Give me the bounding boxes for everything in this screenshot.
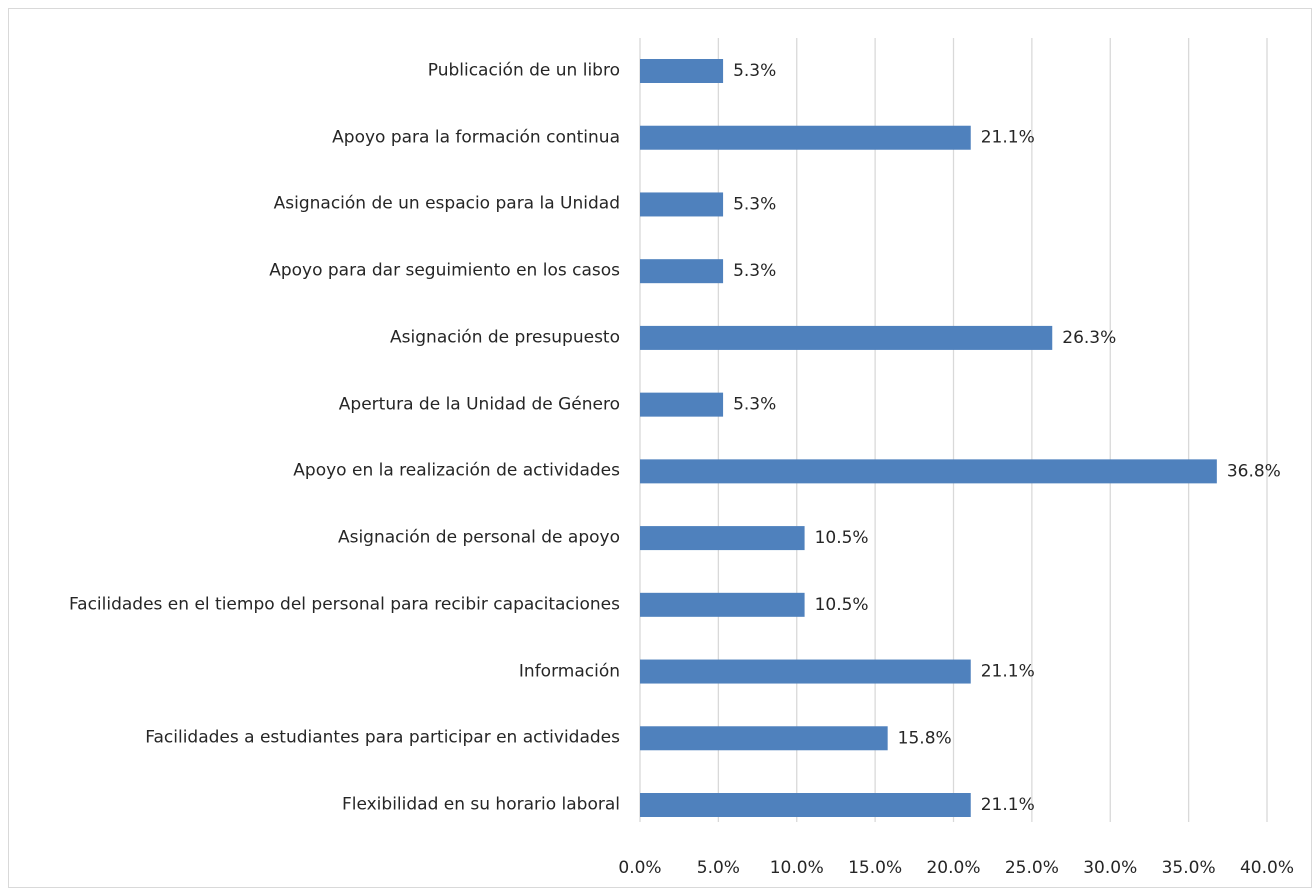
y-tick-label: Facilidades a estudiantes para participa… xyxy=(145,727,620,748)
bar xyxy=(640,392,724,417)
data-label: 10.5% xyxy=(815,595,869,615)
y-tick-label: Apoyo para dar seguimiento en los casos xyxy=(269,260,620,281)
bar xyxy=(640,659,971,684)
x-tick-label: 5.0% xyxy=(697,858,740,878)
x-tick-label: 20.0% xyxy=(926,858,980,878)
data-label: 21.1% xyxy=(981,662,1035,682)
data-label: 10.5% xyxy=(815,528,869,548)
data-label: 36.8% xyxy=(1227,461,1281,481)
bar xyxy=(640,592,805,617)
chart-border xyxy=(8,8,1312,888)
y-tick-label: Asignación de personal de apoyo xyxy=(337,527,620,548)
y-tick-label: Facilidades en el tiempo del personal pa… xyxy=(68,594,620,615)
bar xyxy=(640,192,724,217)
bar xyxy=(640,125,971,150)
x-tick-label: 30.0% xyxy=(1083,858,1137,878)
x-tick-label: 40.0% xyxy=(1240,858,1294,878)
y-tick-label: Información xyxy=(518,661,620,682)
y-tick-label: Asignación de un espacio para la Unidad xyxy=(273,193,620,214)
y-tick-label: Asignación de presupuesto xyxy=(390,327,620,348)
y-tick-label: Apoyo en la realización de actividades xyxy=(293,460,620,481)
bar xyxy=(640,793,971,817)
x-tick-label: 0.0% xyxy=(618,858,661,878)
data-label: 5.3% xyxy=(733,395,776,415)
data-label: 5.3% xyxy=(733,194,776,214)
bar xyxy=(640,726,888,751)
y-tick-label: Apoyo para la formación continua xyxy=(332,127,620,148)
bar xyxy=(640,459,1217,484)
x-tick-label: 10.0% xyxy=(770,858,824,878)
y-tick-label: Flexibilidad en su horario laboral xyxy=(341,794,620,815)
bar xyxy=(640,259,724,284)
bar xyxy=(640,59,724,83)
x-tick-label: 35.0% xyxy=(1162,858,1216,878)
data-label: 15.8% xyxy=(898,728,952,748)
data-label: 26.3% xyxy=(1062,328,1116,348)
x-tick-label: 25.0% xyxy=(1005,858,1059,878)
bar xyxy=(640,526,805,551)
y-tick-label: Apertura de la Unidad de Género xyxy=(338,394,620,415)
data-label: 5.3% xyxy=(733,261,776,281)
data-label: 5.3% xyxy=(733,61,776,81)
bar xyxy=(640,325,1053,350)
data-label: 21.1% xyxy=(981,128,1035,148)
y-tick-label: Publicación de un libro xyxy=(427,60,620,81)
data-label: 21.1% xyxy=(981,795,1035,815)
x-tick-label: 15.0% xyxy=(848,858,902,878)
